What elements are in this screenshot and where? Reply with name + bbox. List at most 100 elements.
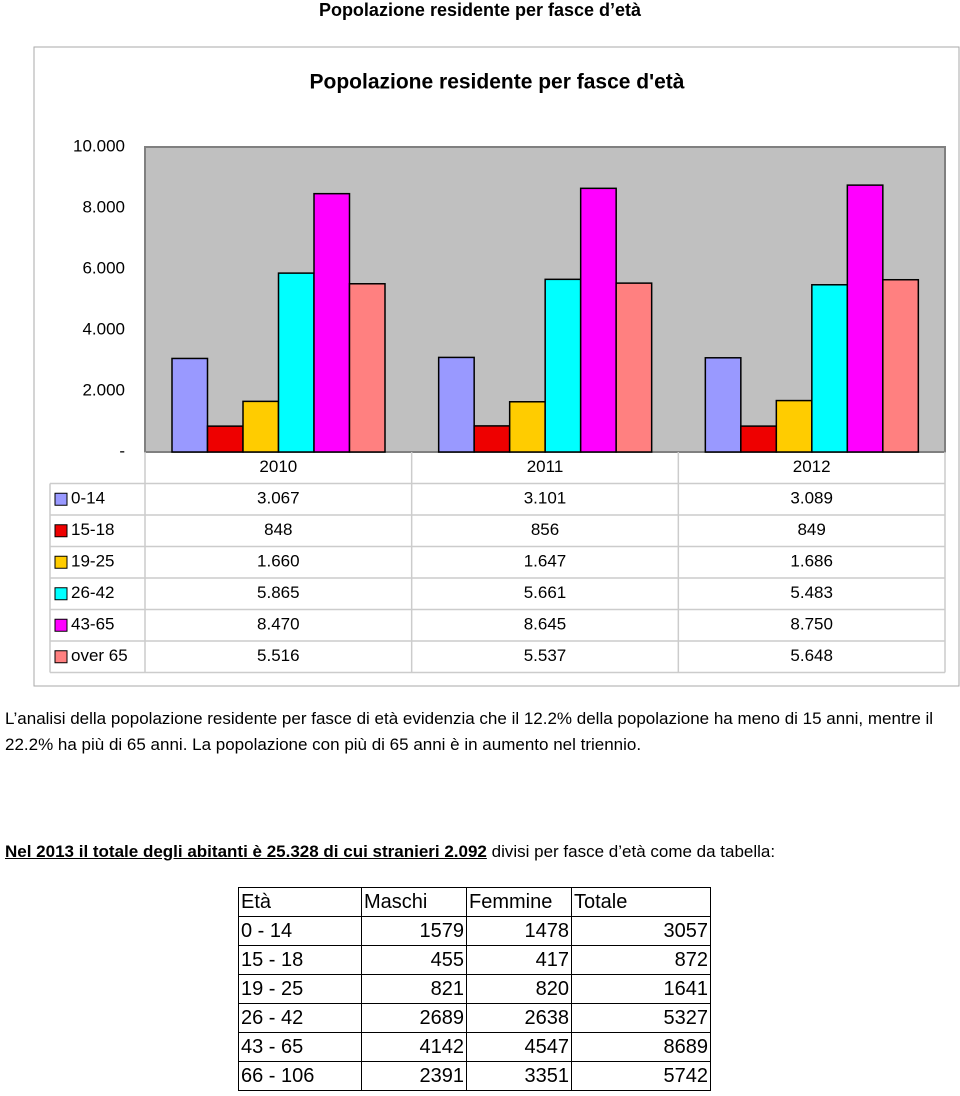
bar (348, 283, 386, 453)
legend-swatch (54, 618, 68, 632)
bar (775, 399, 813, 453)
table-cell: 26 - 42 (238, 1003, 362, 1033)
table-row: 66 - 106 2391 3351 5742 (238, 1061, 711, 1091)
table-value: 5.661 (524, 583, 567, 602)
table-value: 849 (797, 520, 825, 539)
table-cell: 3351 (466, 1061, 572, 1091)
page-title: Popolazione residente per fasce d’età (318, 0, 642, 20)
x-tick-label: 2012 (793, 457, 831, 476)
header-cell: Maschi (361, 887, 467, 917)
table-cell: 4547 (466, 1032, 572, 1062)
header-cell: Femmine (466, 887, 572, 917)
summary-bold: Nel 2013 il totale degli abitanti è 25.3… (5, 842, 487, 861)
table-cell: 15 - 18 (238, 945, 362, 975)
table-value: 3.101 (524, 489, 567, 508)
table-value: 3.089 (790, 489, 833, 508)
legend-swatch (54, 587, 68, 601)
header-cell: Età (238, 887, 362, 917)
bar (473, 425, 511, 453)
table-cell: 5742 (571, 1061, 711, 1091)
summary-text: divisi per fasce d’età come da tabella: (491, 842, 776, 861)
y-tick-label: 4.000 (82, 319, 125, 338)
table-row: 19 - 25 821 820 1641 (238, 974, 711, 1004)
table-value: 1.686 (790, 552, 833, 571)
table-cell: 43 - 65 (238, 1032, 362, 1062)
table-cell: 8689 (571, 1032, 711, 1062)
table-cell: 1641 (571, 974, 711, 1004)
legend-swatch (54, 555, 68, 569)
y-tick-label: 2.000 (82, 380, 125, 399)
bar (704, 357, 742, 453)
table-cell: 820 (466, 974, 572, 1004)
bar (313, 192, 351, 453)
legend-label: over 65 (71, 646, 128, 665)
table-row: 43 - 65 4142 4547 8689 (238, 1032, 711, 1062)
bar (811, 284, 849, 453)
bar (615, 282, 653, 453)
bar (579, 187, 617, 453)
table-row: 26 - 42 2689 2638 5327 (238, 1003, 711, 1033)
table-row: 0 - 14 1579 1478 3057 (238, 916, 711, 946)
table-value: 3.067 (257, 489, 300, 508)
x-tick-label: 2010 (259, 457, 297, 476)
chart: Popolazione residente per fasce d'età - 2.… (33, 46, 960, 687)
table-value: 5.865 (257, 583, 300, 602)
table-value: 8.470 (257, 615, 300, 634)
legend-label: 19-25 (71, 552, 114, 571)
y-tick-label: 8.000 (82, 197, 125, 216)
legend-swatch (54, 524, 68, 538)
table-value: 8.645 (524, 615, 567, 634)
legend-swatch (54, 492, 68, 506)
table-cell: 455 (361, 945, 467, 975)
table-cell: 3057 (571, 916, 711, 946)
bar (437, 356, 475, 453)
table-value: 8.750 (790, 615, 833, 634)
table-cell: 66 - 106 (238, 1061, 362, 1091)
table-cell: 417 (466, 945, 572, 975)
bar (882, 278, 920, 453)
legend-label: 26-42 (71, 583, 114, 602)
legend-label: 15-18 (71, 520, 114, 539)
header-cell: Totale (571, 887, 711, 917)
bar (242, 400, 280, 453)
legend-label: 43-65 (71, 615, 114, 634)
table-cell: 19 - 25 (238, 974, 362, 1004)
chart-title: Popolazione residente per fasce d'età (310, 71, 685, 94)
table-value: 5.516 (257, 646, 300, 665)
y-tick-label: 6.000 (82, 258, 125, 277)
x-tick-label: 2011 (527, 457, 564, 476)
bar (277, 272, 315, 453)
table-header-row: Età Maschi Femmine Totale (238, 887, 711, 917)
table-row: 15 - 18 455 417 872 (238, 945, 711, 975)
table-value: 1.647 (524, 552, 567, 571)
bar (508, 401, 546, 453)
table-cell: 2689 (361, 1003, 467, 1033)
table-value: 856 (531, 520, 559, 539)
table-value: 5.537 (524, 646, 567, 665)
table-value: 5.648 (790, 646, 833, 665)
table-cell: 5327 (571, 1003, 711, 1033)
table-cell: 0 - 14 (238, 916, 362, 946)
bar (544, 278, 582, 453)
table-value: 848 (264, 520, 292, 539)
bar (171, 357, 209, 453)
table-cell: 4142 (361, 1032, 467, 1062)
bar (846, 184, 884, 453)
legend-swatch (54, 650, 68, 664)
data-table: Età Maschi Femmine Totale 0 - 14 1579 1478 3057… (238, 887, 711, 1091)
y-tick-label: - (119, 441, 125, 460)
bar (206, 425, 244, 453)
table-cell: 2391 (361, 1061, 467, 1091)
legend-label: 0-14 (71, 489, 105, 508)
table-value: 5.483 (790, 583, 833, 602)
table-cell: 1478 (466, 916, 572, 946)
table-cell: 2638 (466, 1003, 572, 1033)
summary: Nel 2013 il totale degli abitanti è 25.3… (5, 840, 955, 864)
table-cell: 821 (361, 974, 467, 1004)
table-value: 1.660 (257, 552, 300, 571)
y-tick-label: 10.000 (73, 136, 125, 155)
table-cell: 872 (571, 945, 711, 975)
table-cell: 1579 (361, 916, 467, 946)
bar (740, 425, 778, 453)
